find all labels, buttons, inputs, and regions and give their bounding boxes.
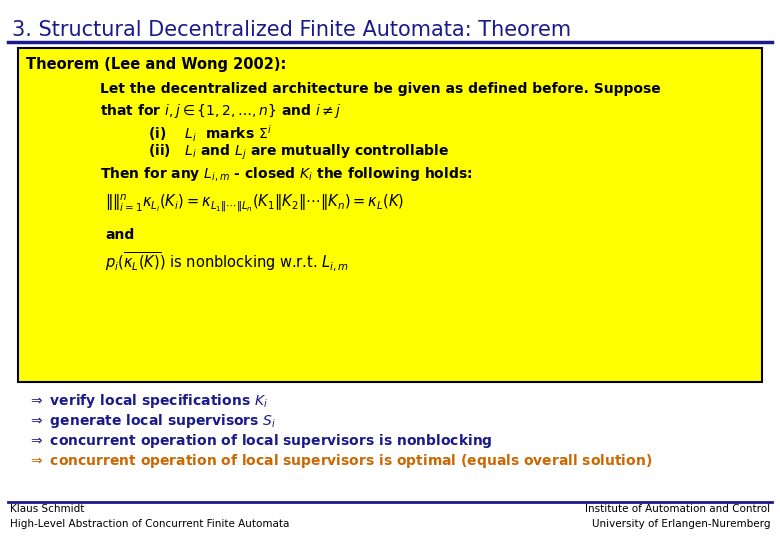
FancyBboxPatch shape — [18, 48, 762, 382]
Text: (ii)   $L_i$ and $L_j$ are mutually controllable: (ii) $L_i$ and $L_j$ are mutually contro… — [148, 143, 449, 163]
Text: (i)    $L_i$  marks $\Sigma^i$: (i) $L_i$ marks $\Sigma^i$ — [148, 124, 271, 144]
Text: Institute of Automation and Control
University of Erlangen-Nuremberg: Institute of Automation and Control Univ… — [585, 504, 770, 529]
Text: $\Rightarrow$ generate local supervisors $S_i$: $\Rightarrow$ generate local supervisors… — [28, 412, 276, 430]
Text: Theorem (Lee and Wong 2002):: Theorem (Lee and Wong 2002): — [26, 57, 286, 72]
Text: Klaus Schmidt
High-Level Abstraction of Concurrent Finite Automata: Klaus Schmidt High-Level Abstraction of … — [10, 504, 289, 529]
Text: $\|\|_{i=1}^{n} \kappa_{L_i}(K_i) = \kappa_{L_1\|\cdots\|L_n}(K_1\|K_2\|\cdots\|: $\|\|_{i=1}^{n} \kappa_{L_i}(K_i) = \kap… — [105, 192, 404, 213]
Text: and: and — [105, 228, 134, 242]
Text: $\Rightarrow$ verify local specifications $K_i$: $\Rightarrow$ verify local specification… — [28, 392, 268, 410]
Text: Let the decentralized architecture be given as defined before. Suppose: Let the decentralized architecture be gi… — [100, 82, 661, 96]
Text: $p_i(\overline{\kappa_L(K)})$ is nonblocking w.r.t. $L_{i,m}$: $p_i(\overline{\kappa_L(K)})$ is nonbloc… — [105, 250, 349, 273]
Text: $\Rightarrow$ concurrent operation of local supervisors is optimal (equals overa: $\Rightarrow$ concurrent operation of lo… — [28, 452, 652, 470]
Text: $\Rightarrow$ concurrent operation of local supervisors is nonblocking: $\Rightarrow$ concurrent operation of lo… — [28, 432, 493, 450]
Text: Then for any $L_{i,m}$ - closed $K_i$ the following holds:: Then for any $L_{i,m}$ - closed $K_i$ th… — [100, 165, 473, 183]
Text: that for $i,j \in \{1,2,\ldots,n\}$ and $i \neq j$: that for $i,j \in \{1,2,\ldots,n\}$ and … — [100, 102, 342, 120]
Text: 3. Structural Decentralized Finite Automata: Theorem: 3. Structural Decentralized Finite Autom… — [12, 20, 571, 40]
